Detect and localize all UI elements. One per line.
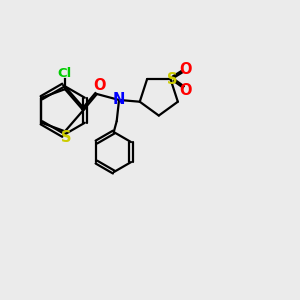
Text: Cl: Cl [58, 68, 72, 80]
Text: O: O [93, 78, 106, 93]
Text: S: S [61, 130, 71, 145]
Text: O: O [180, 61, 192, 76]
Text: N: N [113, 92, 125, 107]
Text: S: S [167, 72, 178, 87]
Text: O: O [180, 83, 192, 98]
